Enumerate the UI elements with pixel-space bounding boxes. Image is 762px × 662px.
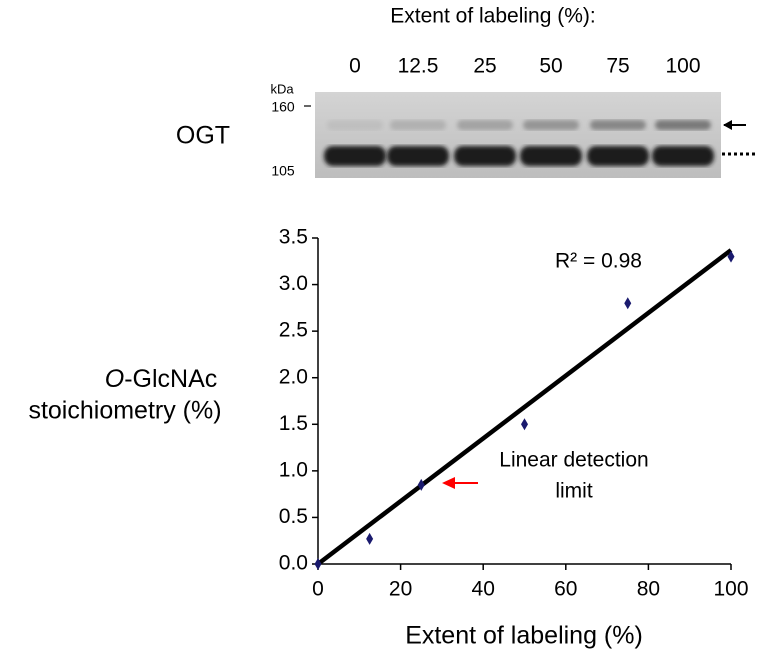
y-tick-label: 2.0 — [279, 365, 308, 388]
gel-band — [652, 146, 714, 166]
y-axis-label: stoichiometry (%) — [28, 397, 221, 425]
lane-label: 100 — [665, 55, 700, 78]
trendline — [316, 248, 733, 566]
gel-band — [520, 146, 582, 166]
gel-band-upper — [457, 120, 513, 130]
y-tick-label: 1.5 — [279, 412, 308, 435]
annotation: limit — [555, 480, 592, 503]
band-arrow-head — [723, 120, 732, 130]
y-axis-label: O-GlcNAc — [105, 365, 218, 393]
x-tick-label: 100 — [713, 578, 748, 601]
detection-arrow-head — [442, 477, 455, 489]
gel-title: Extent of labeling (%): — [390, 5, 595, 28]
x-tick-label: 80 — [637, 578, 660, 601]
y-tick-label: 3.5 — [279, 226, 308, 249]
y-tick-label: 0.0 — [279, 552, 308, 575]
x-tick-label: 40 — [472, 578, 495, 601]
data-point — [727, 250, 735, 263]
kda-label: kDa — [270, 81, 294, 96]
data-point — [314, 558, 322, 570]
y-tick-label: 0.5 — [279, 505, 308, 528]
marker-label: 105 — [271, 163, 295, 179]
data-point — [624, 297, 632, 310]
lane-label: 75 — [606, 55, 629, 78]
lane-label: 50 — [539, 55, 562, 78]
lane-label: 0 — [349, 55, 361, 78]
marker-label: 160 — [271, 99, 295, 115]
x-axis-label: Extent of labeling (%) — [405, 622, 643, 650]
x-tick-label: 0 — [312, 578, 324, 601]
y-tick-label: 1.0 — [279, 458, 308, 481]
lane-label: 12.5 — [398, 55, 439, 78]
gel-band-upper — [590, 120, 646, 130]
gel-band-upper — [655, 120, 711, 130]
gel-band-upper — [523, 120, 579, 130]
x-tick-label: 20 — [389, 578, 412, 601]
gel-band — [454, 146, 516, 166]
r-squared: R² = 0.98 — [555, 250, 642, 273]
x-tick-label: 60 — [554, 578, 577, 601]
data-point — [417, 478, 425, 491]
gel-band-upper — [390, 120, 446, 130]
data-point — [366, 532, 374, 545]
gel-band — [324, 146, 386, 166]
annotation: Linear detection — [499, 449, 648, 472]
y-tick-label: 2.5 — [279, 319, 308, 342]
gel-band — [587, 146, 649, 166]
gel-band-upper — [327, 120, 383, 130]
protein-label: OGT — [176, 122, 230, 150]
data-point — [521, 418, 528, 431]
lane-label: 25 — [473, 55, 496, 78]
gel-band — [387, 146, 449, 166]
y-tick-label: 3.0 — [279, 272, 308, 295]
